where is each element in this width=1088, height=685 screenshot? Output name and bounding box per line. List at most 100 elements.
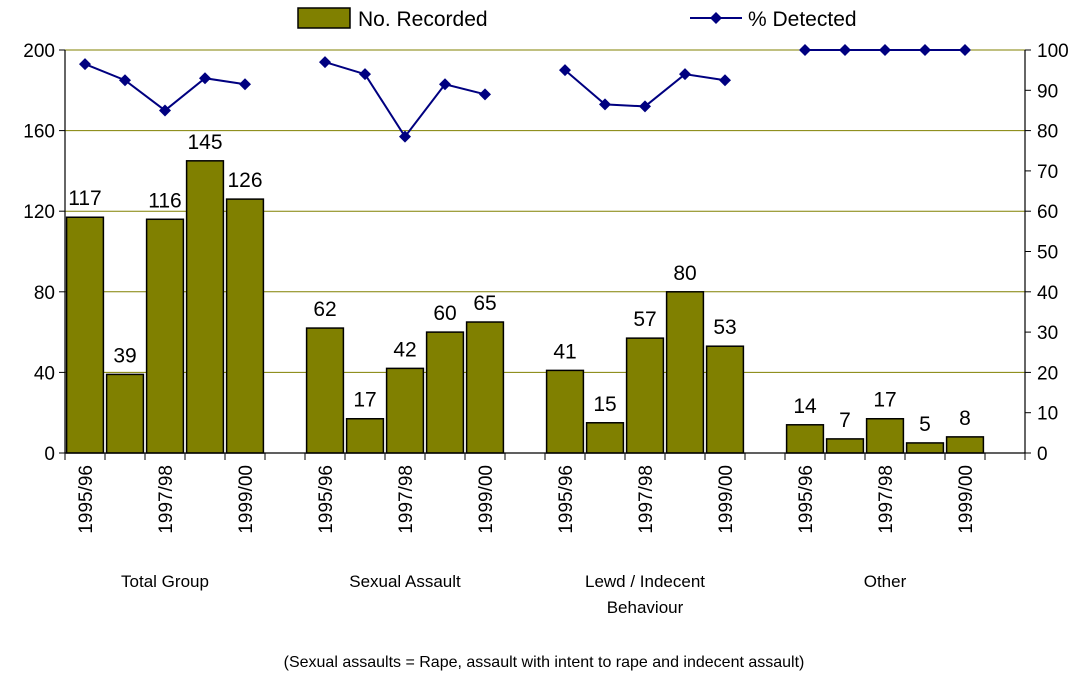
right-tick-label: 0 — [1037, 444, 1048, 465]
right-tick-label: 30 — [1037, 323, 1058, 344]
bar — [225, 198, 265, 454]
group-label: Lewd / Indecent — [585, 572, 705, 591]
bars — [65, 160, 985, 454]
gridlines — [65, 49, 1025, 373]
detected-marker — [319, 56, 331, 69]
right-tick-label: 40 — [1037, 283, 1058, 304]
bar-data-label: 17 — [353, 389, 376, 412]
bar-data-label: 117 — [68, 187, 101, 210]
bar — [665, 291, 705, 454]
left-tick-label: 0 — [44, 444, 55, 465]
group-label: Other — [864, 572, 907, 591]
bar-data-label: 7 — [839, 409, 851, 432]
detected-line — [324, 61, 486, 139]
bar — [585, 422, 625, 454]
bar — [705, 345, 745, 454]
detected-marker — [879, 44, 891, 56]
bar-data-label: 41 — [553, 340, 576, 363]
x-tick-label: 1999/00 — [956, 465, 977, 534]
bar — [425, 331, 465, 454]
bar — [785, 424, 825, 454]
right-tick-label: 90 — [1037, 81, 1058, 102]
legend-bar-label: No. Recorded — [358, 8, 488, 31]
detected-marker — [199, 72, 211, 85]
x-tick-label: 1999/00 — [236, 465, 257, 534]
bar — [825, 438, 865, 454]
bar-data-label: 65 — [473, 292, 496, 315]
x-tick-label: 1995/96 — [796, 465, 817, 534]
bar — [145, 218, 185, 454]
x-tick-label: 1995/96 — [556, 465, 577, 534]
x-tick-label: 1995/96 — [76, 465, 97, 534]
bar-data-label: 42 — [393, 338, 416, 361]
bar — [185, 160, 225, 454]
detected-marker — [599, 98, 611, 111]
group-label: Behaviour — [607, 598, 684, 617]
detected-marker — [639, 100, 651, 113]
detected-marker — [799, 44, 811, 56]
bar-data-label: 17 — [873, 389, 896, 412]
footnote: (Sexual assaults = Rape, assault with in… — [284, 654, 805, 671]
bar — [465, 321, 505, 454]
detected-lines — [79, 44, 971, 143]
legend-line-label: % Detected — [748, 8, 857, 31]
bar-data-label: 145 — [187, 131, 222, 154]
detected-line — [84, 63, 246, 112]
legend-line-marker — [710, 12, 722, 24]
right-tick-label: 60 — [1037, 202, 1058, 223]
bar-data-label: 126 — [227, 169, 262, 192]
bar-data-label: 14 — [793, 395, 817, 418]
bar — [65, 216, 105, 454]
bar-data-label: 8 — [959, 407, 971, 430]
x-tick-label: 1997/98 — [396, 465, 417, 534]
bar — [305, 327, 345, 454]
x-tick-label: 1995/96 — [316, 465, 337, 534]
left-tick-label: 40 — [34, 363, 55, 384]
detected-marker — [719, 74, 731, 87]
axes: 0 40 80 120 160 200 0 10 20 30 40 50 60 70 80 90 100 1995… — [23, 41, 1068, 617]
x-tick-label: 1997/98 — [636, 465, 657, 534]
x-tick-label: 1997/98 — [156, 465, 177, 534]
detected-marker — [239, 78, 251, 91]
bar-data-label: 62 — [313, 298, 336, 321]
x-tick-label: 1997/98 — [876, 465, 897, 534]
right-tick-label: 100 — [1037, 41, 1069, 62]
x-tick-label: 1999/00 — [716, 465, 737, 534]
bar-data-label: 60 — [433, 302, 456, 325]
detected-marker — [399, 130, 411, 143]
right-tick-label: 80 — [1037, 122, 1058, 143]
legend-bar-swatch — [297, 7, 351, 29]
bar-data-label: 80 — [673, 262, 696, 285]
left-tick-label: 120 — [23, 202, 55, 223]
right-tick-label: 70 — [1037, 162, 1058, 183]
bar — [945, 436, 985, 454]
legend: No. Recorded % Detected — [297, 7, 857, 31]
right-tick-label: 20 — [1037, 363, 1058, 384]
detected-marker — [679, 68, 691, 81]
detected-marker — [119, 74, 131, 87]
detected-marker — [559, 64, 571, 77]
group-label: Sexual Assault — [349, 572, 461, 591]
bar-data-label: 5 — [919, 413, 931, 436]
bar-data-label: 57 — [633, 308, 656, 331]
right-tick-label: 10 — [1037, 404, 1058, 425]
group-label: Total Group — [121, 572, 209, 591]
detected-marker — [79, 58, 91, 71]
bar-data-label: 15 — [593, 393, 616, 416]
detected-marker — [359, 68, 371, 81]
bar — [545, 369, 585, 454]
bar — [385, 367, 425, 454]
detected-marker — [959, 44, 971, 56]
bar — [345, 417, 385, 454]
detected-marker — [479, 88, 491, 101]
bar-data-label: 116 — [148, 189, 181, 212]
detected-marker — [839, 44, 851, 56]
bar-data-label: 53 — [713, 316, 736, 339]
detected-marker — [439, 78, 451, 91]
left-tick-label: 80 — [34, 283, 55, 304]
x-tick-label: 1999/00 — [476, 465, 497, 534]
bar — [625, 337, 665, 454]
right-tick-label: 50 — [1037, 243, 1058, 264]
